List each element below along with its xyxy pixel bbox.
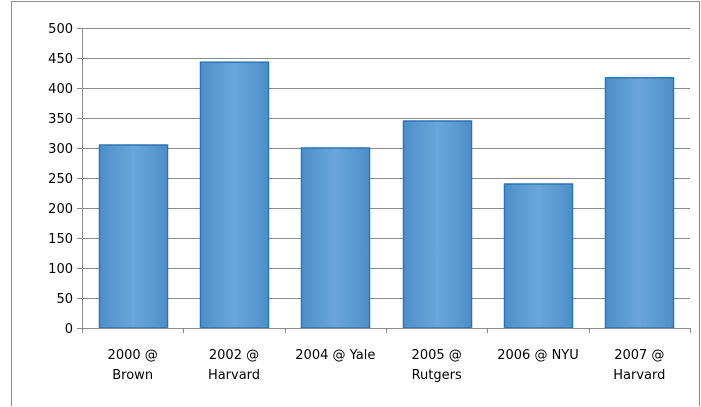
y-tick-label: 250	[48, 172, 73, 187]
x-tick-label: 2006 @ NYU	[497, 348, 579, 363]
y-tick-label: 500	[48, 22, 73, 37]
gridlines	[82, 28, 690, 299]
bar	[503, 183, 574, 329]
y-tick-label: 100	[48, 262, 73, 277]
bar	[98, 144, 169, 329]
y-axis-ticks: 0 50 100 150 200 250 300 350 400 450 500	[48, 22, 82, 337]
y-tick-label: 400	[48, 82, 73, 97]
axes	[82, 28, 691, 333]
x-tick-label: 2000 @ Brown	[108, 348, 158, 383]
y-tick-label: 50	[56, 292, 73, 307]
bar	[300, 147, 371, 329]
y-tick-label: 200	[48, 202, 73, 217]
x-tick-label: 2005 @ Rutgers	[412, 348, 462, 383]
y-tick-label: 300	[48, 142, 73, 157]
x-tick-label: 2007 @ Harvard	[613, 348, 665, 383]
bar	[604, 77, 675, 329]
y-tick-label: 350	[48, 112, 73, 127]
x-axis-labels: 2000 @ Brown 2002 @ Harvard 2004 @ Yale 2005 …	[108, 348, 666, 383]
bars	[98, 61, 675, 329]
x-tick-label: 2004 @ Yale	[295, 348, 375, 363]
y-tick-label: 450	[48, 52, 73, 67]
x-tick-label: 2002 @ Harvard	[208, 348, 260, 383]
bar	[199, 61, 270, 329]
y-tick-label: 150	[48, 232, 73, 247]
bar	[402, 120, 473, 329]
y-tick-label: 0	[65, 322, 73, 337]
